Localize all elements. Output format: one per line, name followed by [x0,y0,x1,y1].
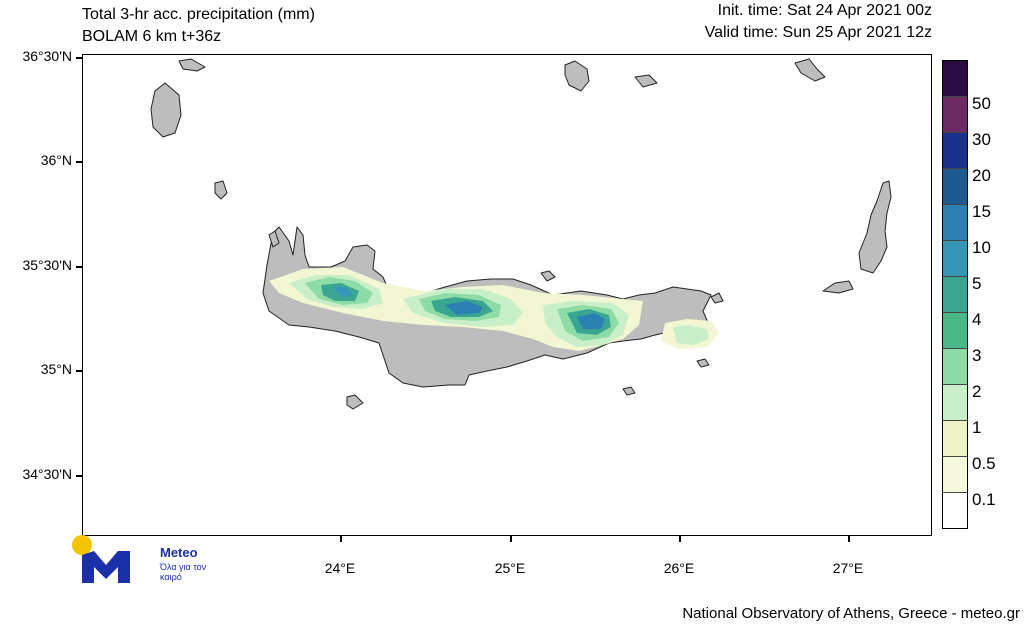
colorbar-label: 5 [972,274,982,293]
colorbar-label: 0.5 [972,454,996,473]
colorbar-label: 2 [972,382,982,401]
lat-tick [76,161,82,163]
koufonisi-island [622,386,636,396]
kythira-island [150,82,182,138]
lon-tick [679,536,681,542]
gavdos-island [346,394,364,410]
meteo-logo-icon [72,535,130,583]
lat-tick [76,266,82,268]
lon-tick [848,536,850,542]
lat-tick [76,475,82,477]
colorbar-label: 1 [972,418,982,437]
colorbar-swatch [943,241,967,277]
logo-tagline: Όλα για τον καιρό [160,562,207,582]
lat-tick [76,57,82,59]
kasos-island [822,280,854,294]
lat-label-36-30: 36°30'N [22,48,72,64]
colorbar-label: 3 [972,346,982,365]
colorbar-swatch [943,277,967,313]
colorbar-label: 50 [972,94,991,113]
init-time: Init. time: Sat 24 Apr 2021 00z [717,2,932,19]
colorbar-swatch [943,61,967,97]
gramvousa-island [268,230,280,248]
colorbar-swatch [943,133,967,169]
chrysi-island [696,358,710,368]
lon-label-27: 27°E [832,560,864,576]
antikythera-island [214,180,228,200]
colorbar-swatch [943,421,967,457]
colorbar-swatch [943,169,967,205]
astypalaia-island [794,58,826,82]
logo-brand: Meteo [160,545,198,560]
lat-label-35: 35°N [40,361,72,377]
colorbar-label: 10 [972,238,991,257]
lon-label-26: 26°E [663,560,695,576]
time-info: Init. time: Sat 24 Apr 2021 00z Valid ti… [705,0,932,44]
colorbar-swatch [943,385,967,421]
map-area [82,54,932,536]
lon-tick [510,536,512,542]
colorbar-label: 15 [972,202,991,221]
map-svg [150,58,892,410]
dia-island [540,270,556,282]
title-line-1: Total 3-hr acc. precipitation (mm) [82,6,315,23]
lon-tick [340,536,342,542]
lat-label-35-30: 35°30'N [22,257,72,273]
colorbar-swatch [943,493,967,528]
title-line-2: BOLAM 6 km t+36z [82,28,222,45]
colorbar-swatch [943,97,967,133]
colorbar-swatch [943,205,967,241]
lon-label-25: 25°E [494,560,526,576]
precipitation-colorbar [942,60,968,529]
valid-time: Valid time: Sun 25 Apr 2021 12z [704,24,932,41]
lat-label-34-30: 34°30'N [22,466,72,482]
lon-label-24: 24°E [324,560,356,576]
anafi-island [634,74,658,88]
colorbar-label: 30 [972,130,991,149]
footer-credit: National Observatory of Athens, Greece -… [682,605,1020,622]
santorini-island [564,60,590,92]
milos-island [178,58,206,72]
colorbar-label: 20 [972,166,991,185]
colorbar-swatch [943,457,967,493]
dionysades-island [710,292,724,304]
map-title: Total 3-hr acc. precipitation (mm) BOLAM… [82,4,315,48]
precipitation-field [269,267,719,351]
lat-label-36: 36°N [40,152,72,168]
colorbar-label: 0.1 [972,490,996,509]
karpathos-island [858,180,892,274]
colorbar-swatch [943,349,967,385]
colorbar-swatch [943,313,967,349]
lat-tick [76,370,82,372]
colorbar-label: 4 [972,310,982,329]
